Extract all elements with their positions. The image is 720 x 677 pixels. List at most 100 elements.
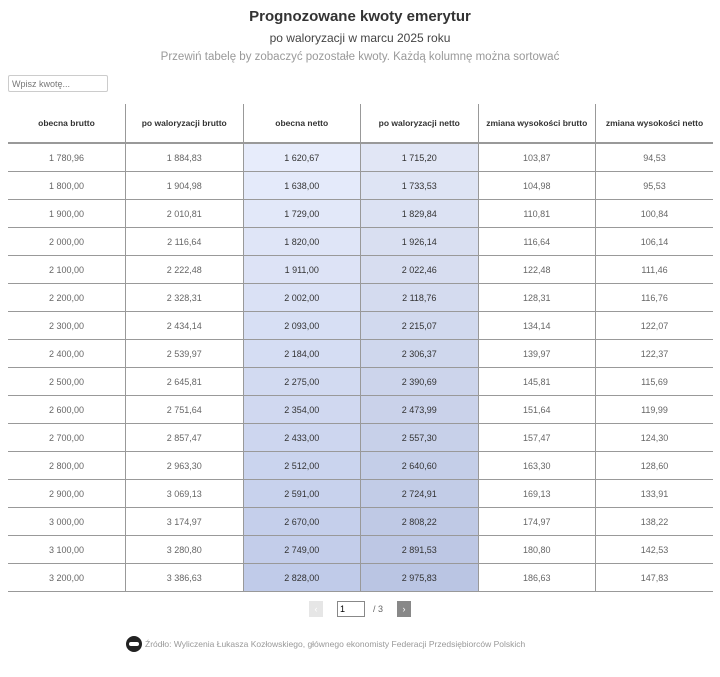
cell-obecna-brutto: 1 900,00 [8,199,126,228]
cell-obecna-netto: 2 093,00 [242,311,361,340]
table-row: 2 600,00 2 751,64 2 354,00 2 473,99 151,64 11… [8,395,713,424]
cell-po-waloryzacji-brutto: 2 751,64 [125,395,243,424]
cell-zmiana-brutto: 128,31 [477,283,596,312]
cell-obecna-brutto: 3 000,00 [8,507,126,536]
cell-po-waloryzacji-netto: 2 557,30 [360,423,478,452]
column-header-po-waloryzacji-netto[interactable]: po waloryzacji netto [360,104,478,144]
source-footer: Źródło: Wyliczenia Łukasza Kozłowskiego,… [126,636,720,652]
cell-obecna-netto: 2 354,00 [242,395,361,424]
cell-zmiana-netto: 138,22 [595,507,713,536]
cell-obecna-netto: 1 729,00 [242,199,361,228]
cell-obecna-netto: 2 749,00 [242,535,361,564]
cell-po-waloryzacji-brutto: 2 963,30 [125,451,243,480]
cell-obecna-brutto: 2 600,00 [8,395,126,424]
cell-po-waloryzacji-brutto: 2 222,48 [125,255,243,284]
cell-zmiana-brutto: 145,81 [477,367,596,396]
source-text: Źródło: Wyliczenia Łukasza Kozłowskiego,… [145,639,526,649]
cell-po-waloryzacji-brutto: 2 010,81 [125,199,243,228]
table-row: 3 200,00 3 386,63 2 828,00 2 975,83 186,63 14… [8,563,713,592]
cell-po-waloryzacji-brutto: 2 645,81 [125,367,243,396]
cell-obecna-netto: 2 002,00 [242,283,361,312]
table-row: 2 100,00 2 222,48 1 911,00 2 022,46 122,48 11… [8,255,713,284]
cell-obecna-netto: 1 620,67 [242,143,361,172]
cell-zmiana-netto: 142,53 [595,535,713,564]
cell-po-waloryzacji-brutto: 3 280,80 [125,535,243,564]
cell-po-waloryzacji-netto: 2 975,83 [360,563,478,592]
cell-po-waloryzacji-brutto: 2 539,97 [125,339,243,368]
main-content: obecna brutto po waloryzacji brutto obecna… [0,104,720,652]
cell-po-waloryzacji-brutto: 1 884,83 [125,143,243,172]
cell-po-waloryzacji-brutto: 3 174,97 [125,507,243,536]
table-row: 3 100,00 3 280,80 2 749,00 2 891,53 180,80 14… [8,535,713,564]
cell-zmiana-netto: 147,83 [595,563,713,592]
cell-obecna-brutto: 2 400,00 [8,339,126,368]
cell-po-waloryzacji-brutto: 2 857,47 [125,423,243,452]
cell-obecna-netto: 2 275,00 [242,367,361,396]
cell-po-waloryzacji-netto: 1 733,53 [360,171,478,200]
cell-obecna-netto: 2 433,00 [242,423,361,452]
page-subtitle: po waloryzacji w marcu 2025 roku [269,31,451,45]
cell-obecna-netto: 2 591,00 [242,479,361,508]
cell-obecna-brutto: 1 780,96 [8,143,126,172]
next-page-button[interactable]: › [397,601,411,617]
table-row: 1 900,00 2 010,81 1 729,00 1 829,84 110,81 10… [8,199,713,228]
cell-po-waloryzacji-netto: 2 118,76 [360,283,478,312]
cell-obecna-netto: 2 670,00 [242,507,361,536]
column-header-zmiana-brutto[interactable]: zmiana wysokości brutto [477,104,596,144]
cell-obecna-brutto: 2 300,00 [8,311,126,340]
cell-po-waloryzacji-brutto: 2 434,14 [125,311,243,340]
cell-zmiana-netto: 128,60 [595,451,713,480]
cell-zmiana-netto: 95,53 [595,171,713,200]
cell-po-waloryzacji-netto: 2 473,99 [360,395,478,424]
column-header-obecna-netto[interactable]: obecna netto [242,104,361,144]
cell-zmiana-brutto: 174,97 [477,507,596,536]
page-total: / 3 [372,604,383,614]
cell-zmiana-brutto: 103,87 [477,143,596,172]
cell-zmiana-brutto: 163,30 [477,451,596,480]
column-header-obecna-brutto[interactable]: obecna brutto [8,104,126,144]
cell-zmiana-brutto: 134,14 [477,311,596,340]
table-row: 2 700,00 2 857,47 2 433,00 2 557,30 157,47 12… [8,423,713,452]
cell-po-waloryzacji-netto: 2 808,22 [360,507,478,536]
cell-obecna-brutto: 2 200,00 [8,283,126,312]
column-header-zmiana-netto[interactable]: zmiana wysokości netto [595,104,713,144]
table-row: 2 400,00 2 539,97 2 184,00 2 306,37 139,97 12… [8,339,713,368]
table-row: 2 800,00 2 963,30 2 512,00 2 640,60 163,30 12… [8,451,713,480]
fpp-logo-icon [126,636,142,652]
cell-zmiana-brutto: 151,64 [477,395,596,424]
table-row: 1 780,96 1 884,83 1 620,67 1 715,20 103,87 94… [8,143,713,172]
cell-po-waloryzacji-netto: 2 022,46 [360,255,478,284]
table-row: 2 000,00 2 116,64 1 820,00 1 926,14 116,64 10… [8,227,713,256]
cell-zmiana-brutto: 157,47 [477,423,596,452]
pension-table: obecna brutto po waloryzacji brutto obecna… [8,104,713,592]
table-row: 2 200,00 2 328,31 2 002,00 2 118,76 128,31 11… [8,283,713,312]
cell-obecna-brutto: 3 100,00 [8,535,126,564]
cell-zmiana-netto: 106,14 [595,227,713,256]
cell-zmiana-brutto: 139,97 [477,339,596,368]
cell-zmiana-brutto: 116,64 [477,227,596,256]
cell-obecna-brutto: 2 500,00 [8,367,126,396]
cell-zmiana-netto: 115,69 [595,367,713,396]
cell-zmiana-brutto: 169,13 [477,479,596,508]
cell-obecna-brutto: 2 800,00 [8,451,126,480]
table-body: 1 780,96 1 884,83 1 620,67 1 715,20 103,87 94… [8,143,713,592]
table-header-row: obecna brutto po waloryzacji brutto obecna… [8,104,713,144]
prev-page-button[interactable]: ‹ [308,601,323,617]
amount-search-input[interactable] [8,75,108,92]
table-row: 2 500,00 2 645,81 2 275,00 2 390,69 145,81 11… [8,367,713,396]
cell-po-waloryzacji-netto: 2 390,69 [360,367,478,396]
table-row: 3 000,00 3 174,97 2 670,00 2 808,22 174,97 13… [8,507,713,536]
cell-po-waloryzacji-netto: 2 891,53 [360,535,478,564]
cell-obecna-netto: 1 638,00 [242,171,361,200]
page-number-input[interactable] [336,601,365,617]
cell-obecna-netto: 2 184,00 [242,339,361,368]
cell-zmiana-netto: 122,37 [595,339,713,368]
column-header-po-waloryzacji-brutto[interactable]: po waloryzacji brutto [125,104,243,144]
cell-zmiana-brutto: 186,63 [477,563,596,592]
cell-zmiana-netto: 100,84 [595,199,713,228]
cell-po-waloryzacji-brutto: 2 328,31 [125,283,243,312]
cell-obecna-netto: 1 820,00 [242,227,361,256]
cell-po-waloryzacji-brutto: 1 904,98 [125,171,243,200]
cell-zmiana-netto: 94,53 [595,143,713,172]
cell-zmiana-brutto: 122,48 [477,255,596,284]
